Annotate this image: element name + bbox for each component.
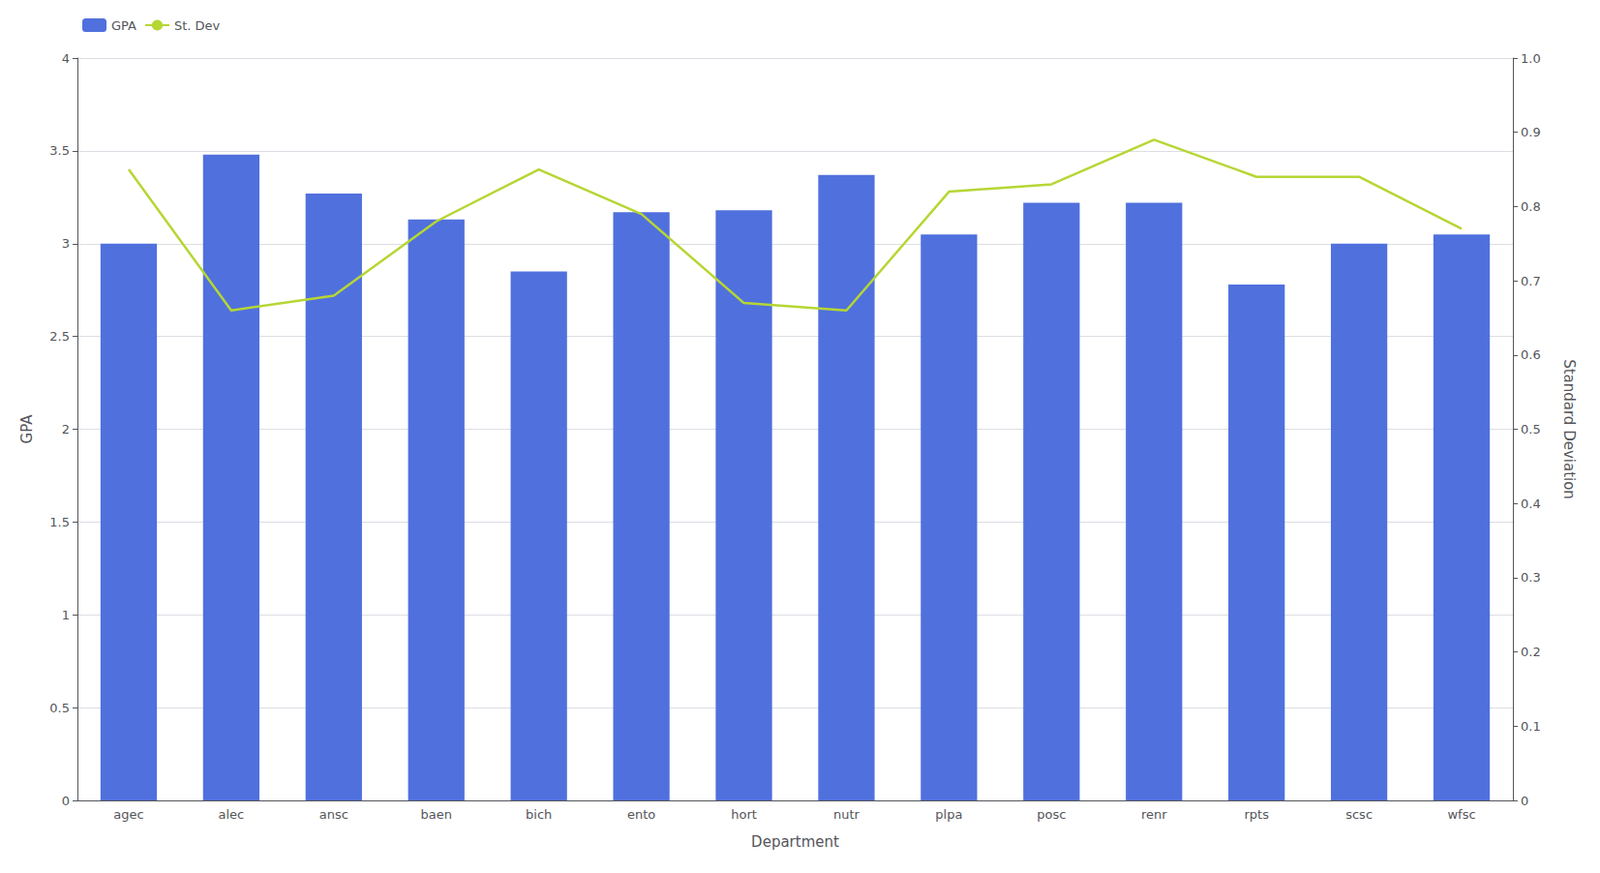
- svg-text:posc: posc: [1036, 807, 1066, 822]
- svg-text:0.9: 0.9: [1520, 124, 1541, 140]
- svg-text:1.5: 1.5: [49, 514, 70, 530]
- svg-text:0.8: 0.8: [1520, 199, 1541, 214]
- svg-text:plpa: plpa: [935, 807, 963, 822]
- svg-text:0.4: 0.4: [1520, 496, 1541, 512]
- svg-text:1.0: 1.0: [1520, 51, 1541, 66]
- svg-text:1: 1: [61, 607, 70, 623]
- svg-text:4: 4: [61, 51, 70, 66]
- svg-text:2.5: 2.5: [49, 329, 70, 344]
- svg-text:St. Dev: St. Dev: [174, 18, 221, 33]
- svg-text:3.5: 3.5: [49, 143, 70, 158]
- svg-text:scsc: scsc: [1345, 807, 1373, 822]
- svg-text:agec: agec: [113, 807, 144, 822]
- svg-text:0.5: 0.5: [1520, 422, 1541, 437]
- svg-text:alec: alec: [218, 807, 245, 822]
- svg-text:ento: ento: [627, 807, 656, 822]
- svg-text:baen: baen: [421, 807, 453, 822]
- svg-text:Department: Department: [751, 833, 840, 851]
- svg-text:0.5: 0.5: [49, 700, 70, 716]
- svg-text:0.7: 0.7: [1520, 273, 1541, 289]
- svg-text:GPA: GPA: [18, 414, 36, 445]
- svg-text:Standard Deviation: Standard Deviation: [1560, 359, 1578, 500]
- svg-text:0: 0: [61, 793, 70, 809]
- svg-text:rpts: rpts: [1243, 807, 1269, 822]
- svg-text:0: 0: [1520, 793, 1529, 809]
- svg-text:ansc: ansc: [319, 807, 349, 822]
- svg-text:0.3: 0.3: [1520, 570, 1541, 585]
- svg-text:0.2: 0.2: [1520, 644, 1541, 660]
- svg-text:2: 2: [61, 422, 70, 437]
- svg-text:bich: bich: [525, 807, 552, 822]
- svg-text:renr: renr: [1141, 807, 1168, 822]
- svg-text:nutr: nutr: [833, 807, 861, 822]
- svg-text:hort: hort: [730, 807, 757, 822]
- svg-text:GPA: GPA: [111, 18, 137, 33]
- svg-text:0.6: 0.6: [1520, 347, 1541, 363]
- svg-text:0.1: 0.1: [1520, 719, 1541, 734]
- svg-text:3: 3: [61, 236, 70, 251]
- svg-text:wfsc: wfsc: [1447, 807, 1476, 822]
